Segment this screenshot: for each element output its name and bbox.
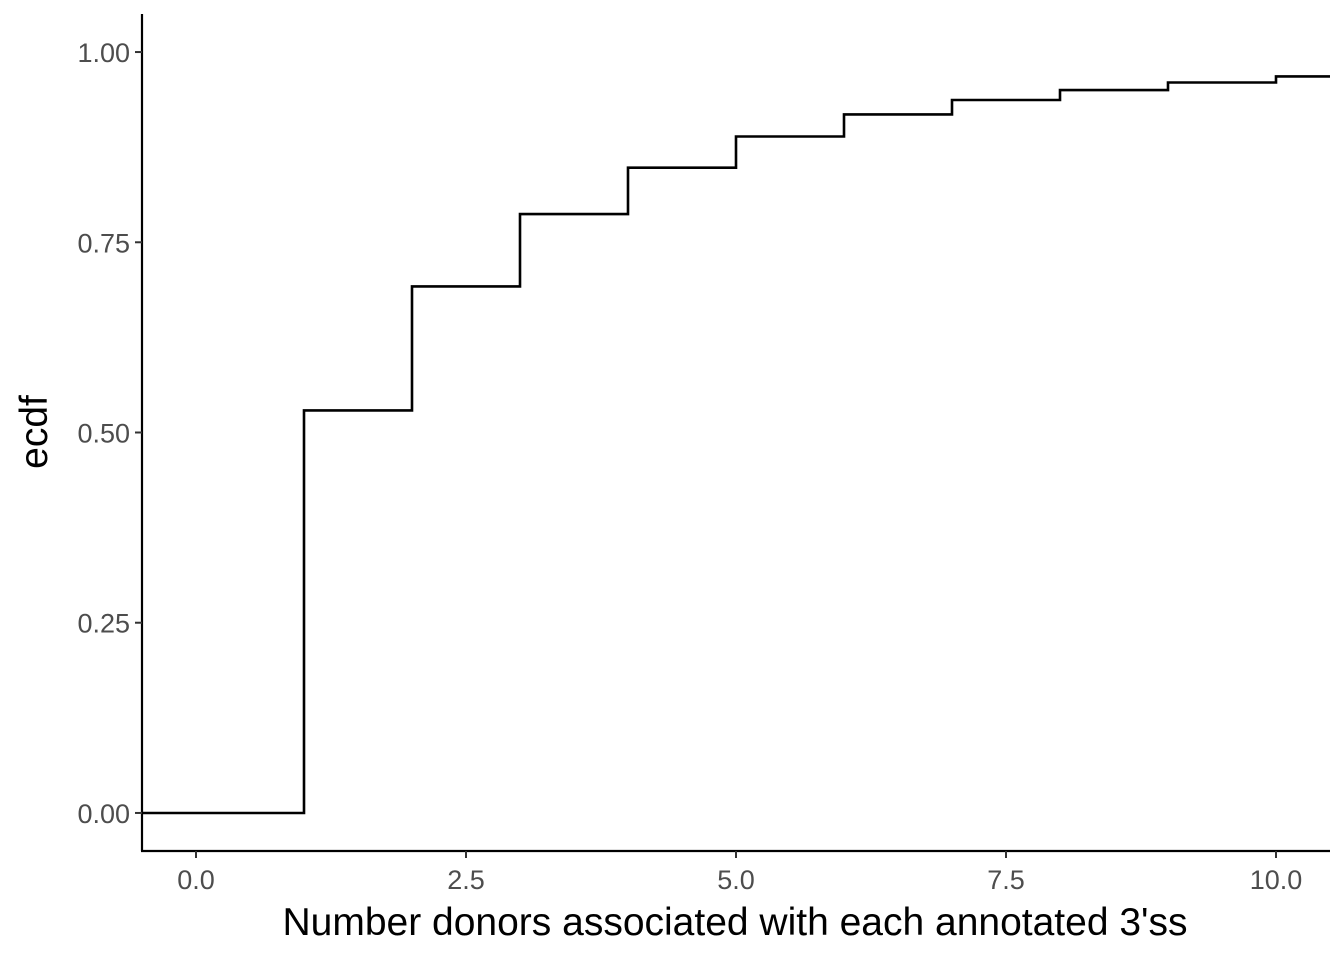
ecdf-step-line bbox=[142, 75, 1330, 815]
y-axis-title: ecdf bbox=[13, 395, 56, 469]
y-tick-label: 0.00 bbox=[77, 799, 130, 829]
x-axis-ticks: 0.0 2.5 5.0 7.5 10.0 bbox=[177, 851, 1302, 895]
y-axis-ticks: 0.00 0.25 0.50 0.75 1.00 bbox=[77, 38, 142, 829]
x-tick-label: 5.0 bbox=[717, 865, 755, 895]
y-tick-label: 0.50 bbox=[77, 419, 130, 449]
plot-area bbox=[142, 75, 1330, 815]
x-tick-label: 2.5 bbox=[447, 865, 485, 895]
x-axis-title: Number donors associated with each annot… bbox=[283, 901, 1188, 944]
y-tick-label: 1.00 bbox=[77, 38, 130, 68]
x-tick-label: 7.5 bbox=[987, 865, 1025, 895]
x-tick-label: 0.0 bbox=[177, 865, 215, 895]
x-tick-label: 10.0 bbox=[1250, 865, 1303, 895]
y-tick-label: 0.75 bbox=[77, 228, 130, 258]
y-tick-label: 0.25 bbox=[77, 609, 130, 639]
